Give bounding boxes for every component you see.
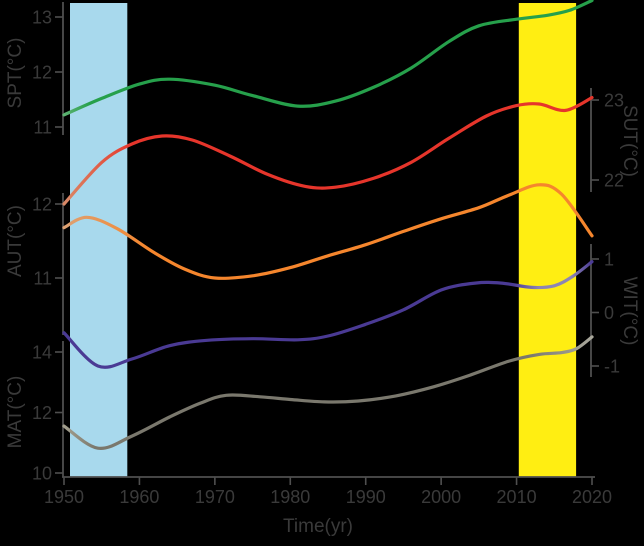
mat-tick-label: 14 [32,343,52,363]
wit-tick-label: -1 [604,357,620,377]
mat-tick-label: 10 [32,464,52,484]
sut-axis-title: SUT(°C) [619,105,640,177]
x-tick-label: 2000 [421,487,461,507]
curve-spt [62,0,594,117]
x-tick-label: 2020 [572,487,612,507]
mat-axis-title: MAT(°C) [5,375,26,449]
mat-tick-label: 12 [32,403,52,423]
wit-tick-label: 0 [604,303,614,323]
sut-tick-label: 22 [604,171,624,191]
spt-tick-label: 12 [32,63,52,83]
curve-wit [62,260,594,369]
aut-tick-label: 11 [33,269,52,289]
band-2010s [518,3,577,477]
wit-tick-label: 1 [604,250,614,270]
spt-tick-label: 13 [32,8,52,28]
curve-aut [62,183,594,280]
spt-axis-title: SPT(°C) [5,37,26,109]
x-tick-label: 1960 [119,487,159,507]
x-tick-label: 1950 [44,487,84,507]
wit-axis-title: WIT(°C) [619,276,640,346]
sut-tick-label: 23 [604,91,624,111]
band-1950s [70,3,128,477]
curve-mat [62,335,594,450]
spt-tick-label: 11 [33,118,52,138]
x-tick-label: 2010 [497,487,537,507]
curve-sut [62,96,594,206]
x-axis-title: Time(yr) [283,516,353,537]
x-tick-label: 1970 [195,487,235,507]
aut-tick-label: 12 [32,195,52,215]
aut-axis-title: AUT(°C) [5,205,26,277]
x-tick-label: 1990 [346,487,386,507]
x-tick-label: 1980 [270,487,310,507]
